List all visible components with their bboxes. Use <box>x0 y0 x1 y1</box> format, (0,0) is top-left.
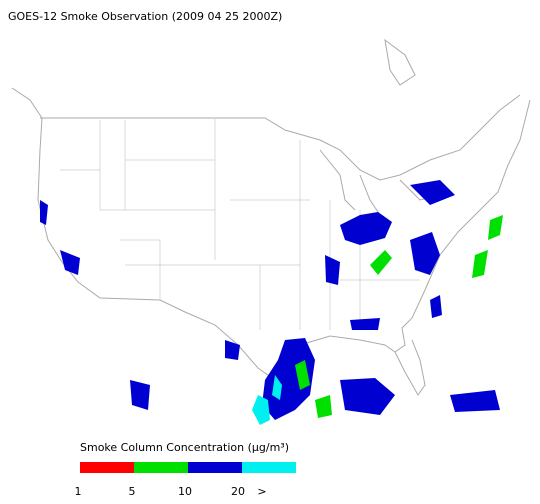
legend-label: 1 <box>75 485 82 498</box>
color-bin <box>242 462 296 473</box>
color-bar <box>80 462 296 473</box>
legend-title: Smoke Column Concentration (μg/m³) <box>80 441 289 454</box>
smoke-areas <box>40 180 503 425</box>
color-bin <box>80 462 134 473</box>
legend-label: > <box>257 485 266 498</box>
title: GOES-12 Smoke Observation (2009 04 25 20… <box>8 10 282 23</box>
legend-label: 5 <box>129 485 136 498</box>
color-bin <box>188 462 242 473</box>
legend-labels: 1 5 10 20 > <box>75 485 267 498</box>
legend-label: 20 <box>231 485 245 498</box>
basemap <box>11 38 531 396</box>
legend-label: 10 <box>178 485 192 498</box>
color-bin <box>134 462 188 473</box>
